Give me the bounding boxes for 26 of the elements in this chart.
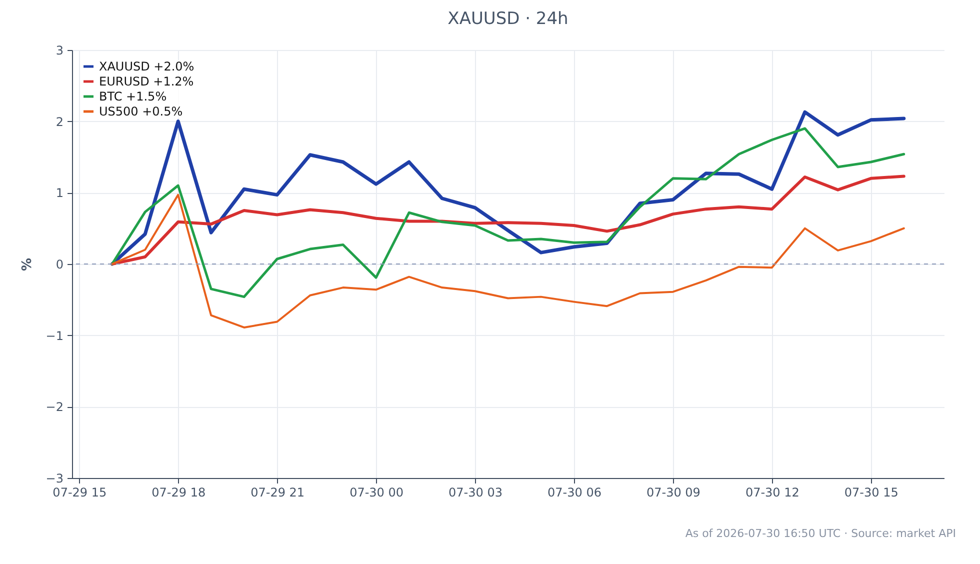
y-tick-label: −3	[46, 472, 64, 486]
y-tick-label: 1	[56, 186, 64, 200]
y-tick-label: 3	[56, 44, 64, 58]
x-tick-label: 07-30 09	[646, 486, 700, 500]
line-series	[110, 174, 906, 266]
legend-label: BTC +1.5%	[99, 90, 167, 104]
x-tick-label: 07-29 18	[152, 486, 206, 500]
x-tick-label: 07-29 15	[52, 486, 107, 500]
y-tick-label: −2	[46, 400, 64, 414]
legend-label: US500 +0.5%	[99, 104, 183, 118]
x-tick-label: 07-30 12	[745, 486, 800, 500]
y-tick-label: 0	[56, 258, 64, 272]
legend-label: EURUSD +1.2%	[99, 74, 194, 88]
x-tick-label: 07-30 06	[548, 486, 602, 500]
y-tick-label: −1	[46, 328, 64, 343]
x-tick-label: 07-29 21	[250, 486, 305, 500]
x-tick-label: 07-30 00	[350, 486, 404, 500]
x-tick-label: 07-30 03	[448, 486, 502, 500]
text: As of 2026-07-30 16:50 UTC · Source: market API	[685, 527, 956, 540]
x-tick-label: 07-30 15	[844, 486, 898, 500]
line-series	[110, 127, 906, 298]
chart-title: XAUUSD · 24h	[448, 9, 568, 29]
legend-label: XAUUSD +2.0%	[99, 60, 194, 74]
line-series	[111, 194, 905, 328]
y-axis-title: %	[20, 258, 35, 272]
y-tick-label: 2	[56, 114, 64, 129]
